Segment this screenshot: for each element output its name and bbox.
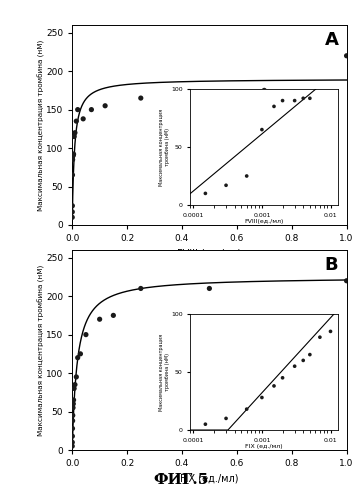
Point [70,152,76,160]
Y-axis label: Максимальная концентрация тромбина (нМ): Максимальная концентрация тромбина (нМ) [37,264,44,436]
Point [88,106,94,114]
Point [70,156,75,164]
Point [70,417,75,425]
Point [69,438,75,446]
Point [97,315,103,323]
Point [69,208,75,216]
Point [261,86,267,94]
Point [83,330,89,338]
Text: A: A [325,31,338,49]
Point [73,117,79,125]
Point [70,400,76,408]
Point [69,432,75,440]
X-axis label: FIX (ед./мл): FIX (ед./мл) [180,474,239,484]
Point [72,380,78,388]
Point [70,424,75,432]
Point [138,284,144,292]
Point [69,214,75,222]
Point [75,354,81,362]
Point [70,150,76,158]
Point [344,277,349,285]
Point [71,132,77,140]
Point [71,396,77,404]
Point [75,106,81,114]
Point [71,150,77,158]
Point [71,384,77,392]
Point [110,312,116,320]
Point [138,94,144,102]
Y-axis label: Максимальная концентрация тромбина (нМ): Максимальная концентрация тромбина (нМ) [37,40,44,210]
Point [70,152,76,160]
Point [78,350,83,358]
Point [70,412,76,420]
Point [80,115,86,123]
Point [344,52,349,60]
Point [70,171,75,179]
Text: ФИГ.5: ФИГ.5 [153,474,208,488]
X-axis label: FVIII (ед./мл): FVIII (ед./мл) [177,248,242,258]
Point [72,128,78,136]
Point [73,373,79,381]
Point [69,202,75,210]
Point [102,102,108,110]
Point [69,442,75,450]
Point [206,284,212,292]
Point [70,404,76,411]
Text: B: B [325,256,338,274]
